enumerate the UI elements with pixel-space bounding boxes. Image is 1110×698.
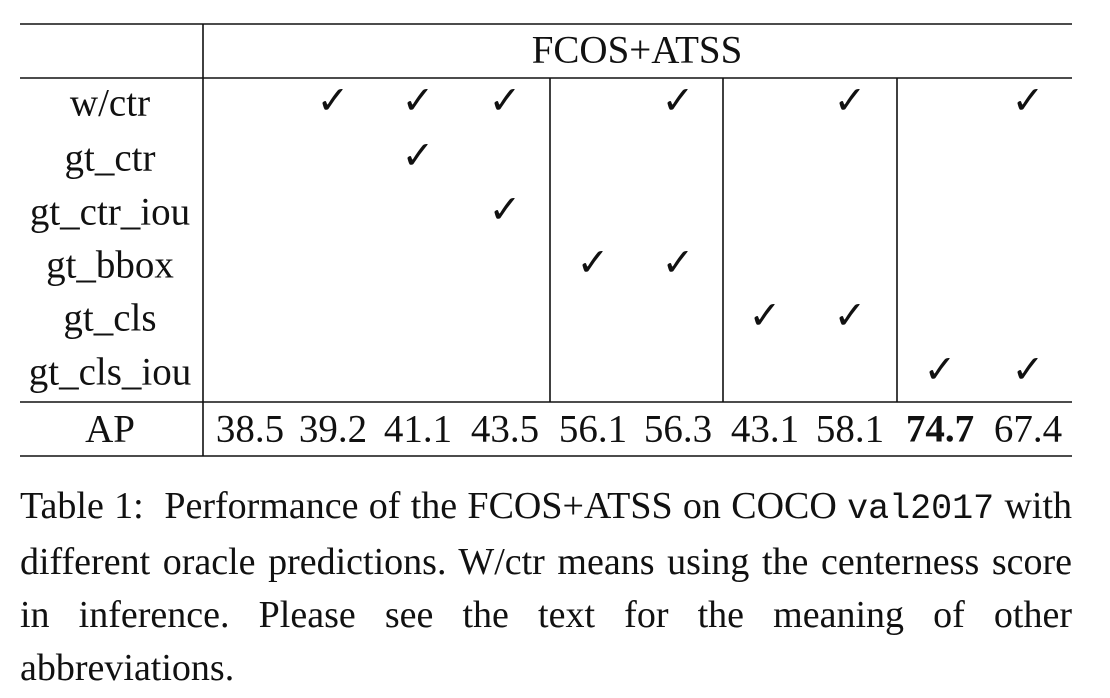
checkmark: ✓ xyxy=(833,79,867,123)
checkmark: ✓ xyxy=(488,188,522,232)
checkmark: ✓ xyxy=(401,134,435,178)
row-label: gt_cls_iou xyxy=(28,350,192,394)
ap-value: 39.2 xyxy=(298,407,368,451)
row-label: gt_ctr_iou xyxy=(29,190,191,234)
checkmark: ✓ xyxy=(1011,79,1045,123)
ap-value: 38.5 xyxy=(215,407,285,451)
checkmark: ✓ xyxy=(833,294,867,338)
checkmark: ✓ xyxy=(316,79,350,123)
ap-value: 41.1 xyxy=(383,407,453,451)
row-label: gt_ctr xyxy=(64,136,156,180)
ap-value: 43.5 xyxy=(470,407,540,451)
row-label: w/ctr xyxy=(69,81,151,125)
table-rules xyxy=(20,23,1072,457)
row-label: AP xyxy=(85,407,135,451)
row-label: gt_bbox xyxy=(46,243,174,287)
ap-value: 43.1 xyxy=(730,407,800,451)
ap-value: 74.7 xyxy=(905,407,975,451)
checkmark: ✓ xyxy=(661,241,695,285)
checkmark: ✓ xyxy=(661,79,695,123)
ap-value: 56.1 xyxy=(558,407,628,451)
ap-value: 58.1 xyxy=(815,407,885,451)
caption-code: val2017 xyxy=(847,489,995,529)
results-table: FCOS+ATSS w/ctr ✓ ✓ ✓ ✓ ✓ ✓ gt_ctr ✓ gt_ctr_iou ✓ g… xyxy=(20,23,1072,457)
table-caption: Table 1: Performance of the FCOS+ATSS on… xyxy=(20,480,1072,695)
checkmark: ✓ xyxy=(923,348,957,392)
ap-value: 67.4 xyxy=(993,407,1063,451)
checkmark: ✓ xyxy=(488,79,522,123)
checkmark: ✓ xyxy=(1011,348,1045,392)
checkmark: ✓ xyxy=(748,294,782,338)
caption-text: Performance of the FCOS+ATSS on COCO xyxy=(164,485,837,527)
row-label: gt_cls xyxy=(63,296,157,340)
checkmark: ✓ xyxy=(401,79,435,123)
caption-text: with different oracle predictions. W/ctr… xyxy=(20,485,1073,689)
table-header: FCOS+ATSS xyxy=(531,28,743,72)
ap-value: 56.3 xyxy=(643,407,713,451)
checkmark: ✓ xyxy=(576,241,610,285)
caption-label: Table 1: xyxy=(20,485,144,527)
